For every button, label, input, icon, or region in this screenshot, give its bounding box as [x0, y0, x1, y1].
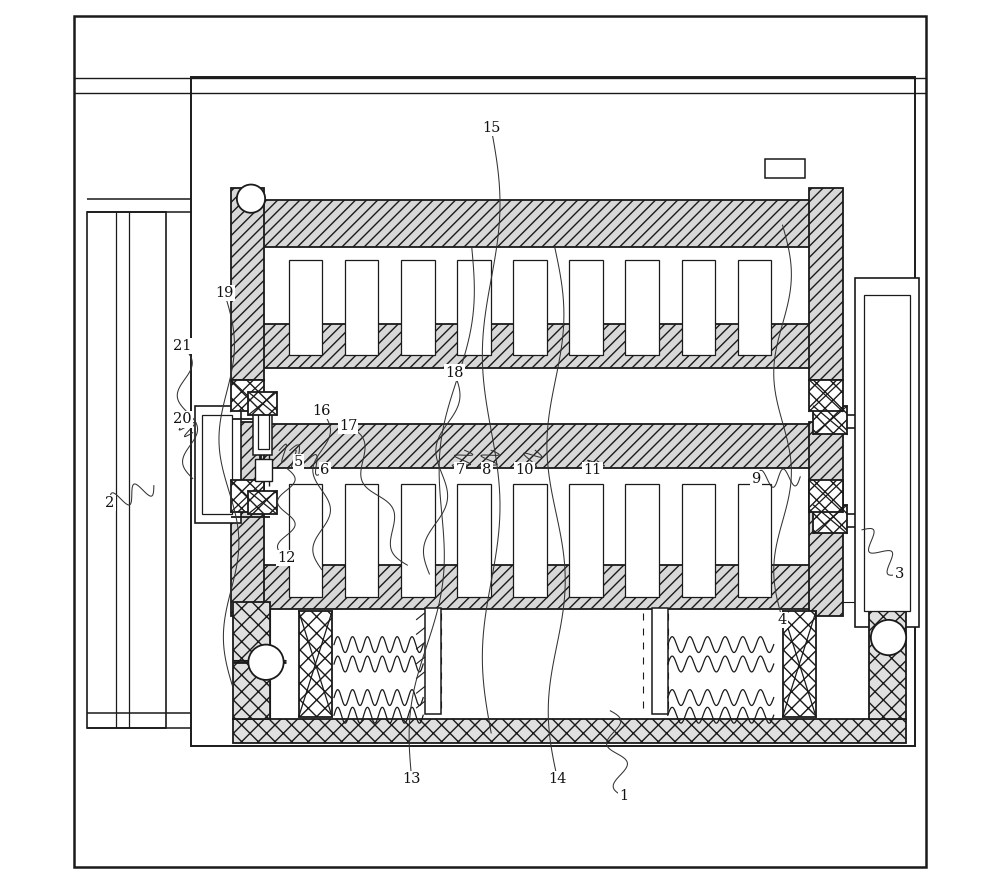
Bar — [738, 484, 771, 597]
Bar — [248, 392, 277, 415]
Bar — [569, 260, 603, 355]
Text: 1: 1 — [619, 789, 628, 804]
Bar — [233, 719, 906, 743]
Bar — [253, 424, 813, 468]
Text: 4: 4 — [778, 613, 787, 627]
Bar — [513, 260, 547, 355]
Bar — [253, 565, 813, 609]
Bar — [682, 260, 715, 355]
Text: 6: 6 — [320, 463, 330, 477]
Bar — [855, 278, 919, 627]
Bar — [202, 415, 232, 514]
Bar — [401, 260, 435, 355]
Text: 20: 20 — [173, 412, 191, 426]
Bar — [809, 480, 843, 512]
Text: 13: 13 — [402, 772, 421, 786]
Bar — [231, 480, 264, 512]
Bar — [289, 260, 322, 355]
Bar — [625, 260, 659, 355]
Bar — [231, 380, 264, 411]
Bar — [425, 608, 441, 714]
Bar — [253, 404, 272, 455]
Bar — [783, 611, 816, 717]
Text: 7: 7 — [456, 463, 465, 477]
Bar — [864, 295, 910, 611]
Bar — [231, 422, 264, 616]
Bar — [869, 602, 906, 719]
Bar — [191, 77, 915, 746]
Bar — [569, 484, 603, 597]
Bar — [513, 484, 547, 597]
Bar — [765, 159, 805, 178]
Text: 19: 19 — [215, 286, 234, 300]
Bar — [401, 484, 435, 597]
Text: 21: 21 — [173, 339, 191, 353]
Text: 15: 15 — [482, 121, 500, 135]
Bar — [233, 602, 270, 719]
Bar — [253, 200, 813, 247]
Bar — [289, 484, 322, 597]
Text: 17: 17 — [339, 419, 357, 433]
Bar — [345, 484, 378, 597]
Text: 10: 10 — [515, 463, 534, 477]
Bar — [248, 491, 277, 514]
Bar — [231, 188, 264, 380]
Circle shape — [871, 620, 906, 655]
Text: 16: 16 — [312, 404, 331, 418]
Circle shape — [237, 185, 265, 213]
Bar — [809, 188, 843, 380]
Bar — [652, 608, 668, 714]
Bar — [299, 611, 332, 717]
Text: 8: 8 — [482, 463, 491, 477]
Bar — [625, 484, 659, 597]
Bar — [813, 406, 847, 434]
Text: 5: 5 — [294, 455, 303, 469]
Bar — [258, 410, 269, 449]
Bar — [457, 484, 491, 597]
Text: 12: 12 — [277, 551, 296, 565]
Bar — [457, 260, 491, 355]
Bar — [738, 260, 771, 355]
Text: 11: 11 — [584, 463, 602, 477]
Bar — [270, 602, 869, 719]
Text: 18: 18 — [445, 366, 463, 380]
Text: 3: 3 — [894, 567, 904, 581]
Bar — [682, 484, 715, 597]
Text: 14: 14 — [548, 772, 567, 786]
Bar — [253, 324, 813, 368]
Bar — [255, 459, 272, 481]
Bar — [195, 406, 241, 523]
Circle shape — [248, 645, 284, 680]
Bar — [809, 380, 843, 411]
Text: 9: 9 — [751, 472, 761, 487]
Bar — [813, 505, 847, 533]
Text: 2: 2 — [105, 496, 114, 510]
Bar — [345, 260, 378, 355]
Bar — [809, 422, 843, 616]
Bar — [87, 212, 166, 728]
